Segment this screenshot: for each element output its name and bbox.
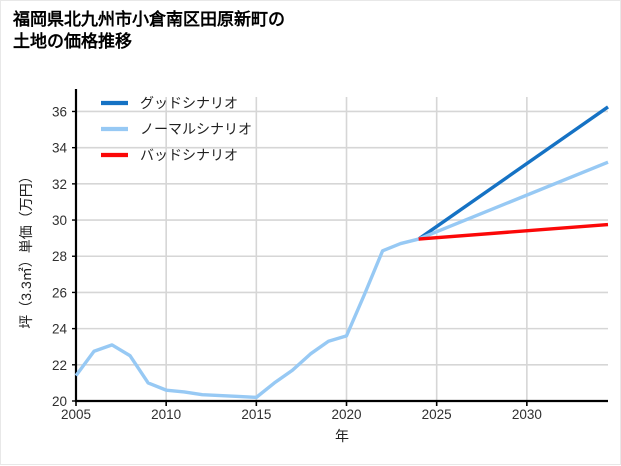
x-axis-tick-label: 2005 xyxy=(61,407,91,422)
y-axis-tick-labels: 20 22 24 26 28 30 32 34 36 xyxy=(52,104,68,409)
y-axis-tick-label: 36 xyxy=(52,104,67,119)
axis-titles: 年 坪（3.3㎡）単価（万円） xyxy=(18,169,349,444)
y-axis-tick-label: 30 xyxy=(52,213,67,228)
y-axis-tick-label: 32 xyxy=(52,177,67,192)
grid-lines xyxy=(75,97,608,402)
y-axis-title: 坪（3.3㎡）単価（万円） xyxy=(18,169,34,328)
x-axis-tick-label: 2020 xyxy=(331,407,361,422)
legend-label: グッドシナリオ xyxy=(140,95,238,111)
data-series-lines xyxy=(74,105,609,400)
y-axis-tick-label: 28 xyxy=(52,249,67,264)
y-axis-tick-label: 20 xyxy=(52,394,67,409)
x-axis-title: 年 xyxy=(335,428,349,444)
x-axis-tick-label: 2025 xyxy=(422,407,452,422)
page-title: 福岡県北九州市小倉南区田原新町の 土地の価格推移 xyxy=(13,10,285,52)
series-line xyxy=(418,222,609,241)
y-axis-tick-label: 26 xyxy=(52,285,67,300)
y-axis-tick-label: 34 xyxy=(52,141,68,156)
x-axis-tick-labels: 2005 2010 2015 2020 2025 2030 xyxy=(61,407,542,422)
x-axis-tick-label: 2010 xyxy=(151,407,181,422)
y-axis-tick-label: 22 xyxy=(52,358,67,373)
x-axis-tick-label: 2030 xyxy=(512,407,542,422)
series-line xyxy=(74,160,609,400)
legend-label: ノーマルシナリオ xyxy=(140,121,252,137)
series-line xyxy=(417,105,609,241)
y-axis-tick-label: 24 xyxy=(52,322,68,337)
legend-label: バッドシナリオ xyxy=(140,147,238,163)
plot-axis-frame xyxy=(74,89,608,403)
x-axis-tick-label: 2015 xyxy=(241,407,271,422)
